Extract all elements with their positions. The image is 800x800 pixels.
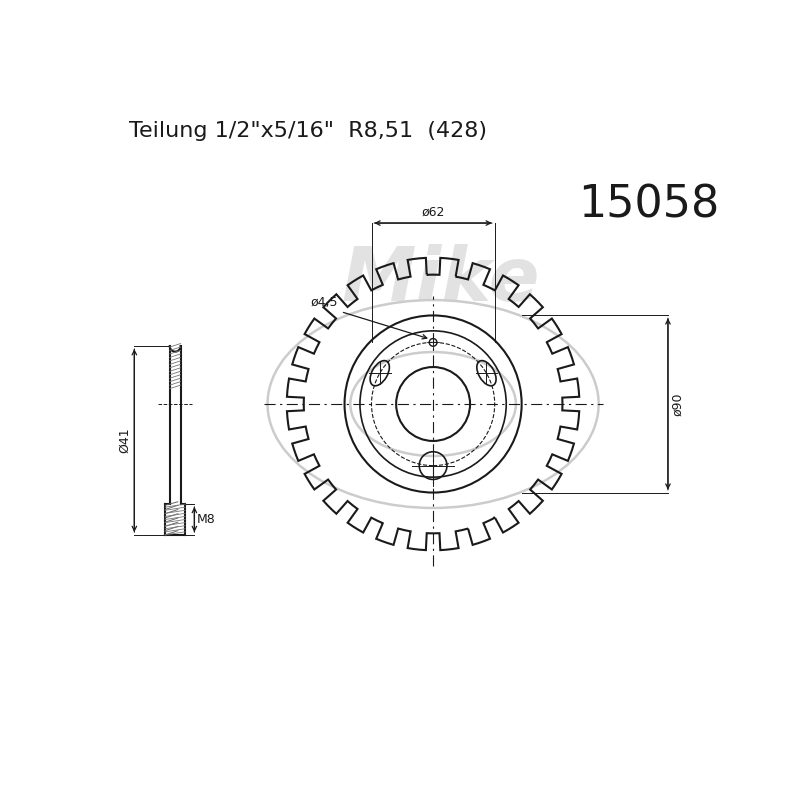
- Text: Teilung 1/2"x5/16"  R8,51  (428): Teilung 1/2"x5/16" R8,51 (428): [129, 121, 487, 141]
- Text: 15058: 15058: [578, 184, 719, 227]
- Text: Mike: Mike: [342, 244, 540, 318]
- Text: ø62: ø62: [422, 206, 445, 218]
- Text: M8: M8: [197, 513, 215, 526]
- Text: Ø41: Ø41: [118, 428, 131, 454]
- Text: ø4,5: ø4,5: [310, 295, 338, 309]
- Text: ø90: ø90: [671, 392, 684, 416]
